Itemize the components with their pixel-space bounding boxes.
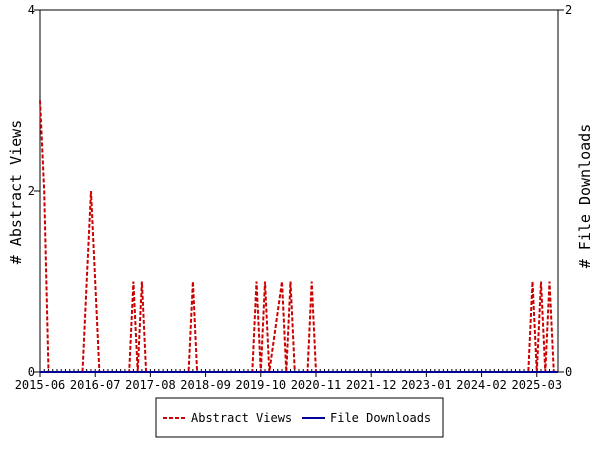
series-layer (39, 100, 558, 373)
x-tick-label: 2025-03 (511, 378, 562, 392)
legend-label-abstract-views: Abstract Views (191, 411, 292, 425)
legend: Abstract Views File Downloads (155, 397, 444, 438)
series-line-abstract-views (39, 100, 555, 373)
y-right-tick-label: 2 (565, 3, 572, 17)
y-left-tick-label: 2 (28, 184, 35, 198)
y-right-tick-label: 0 (565, 365, 572, 379)
x-tick-label: 2018-09 (180, 378, 231, 392)
y-left-tick-label: 0 (28, 365, 35, 379)
y-axis-left: 0 2 4 (28, 3, 40, 379)
x-axis: 2015-06 2016-07 2017-08 2018-09 2019-10 2020-… (15, 369, 562, 392)
x-tick-label: 2017-08 (125, 378, 176, 392)
x-tick-label: 2020-11 (291, 378, 342, 392)
y-axis-right: 02 (558, 3, 572, 379)
legend-box (155, 397, 444, 438)
plot-area (39, 9, 559, 373)
y-axis-right-title: # File Downloads (576, 124, 594, 269)
legend-label-file-downloads: File Downloads (330, 411, 431, 425)
x-tick-label: 2024-02 (456, 378, 507, 392)
x-tick-label: 2016-07 (70, 378, 121, 392)
x-tick-label: 2023-01 (401, 378, 452, 392)
x-tick-label: 2019-10 (235, 378, 286, 392)
y-left-tick-label: 4 (28, 3, 35, 17)
y-axis-left-title: # Abstract Views (7, 120, 25, 265)
x-tick-label: 2021-12 (346, 378, 397, 392)
plot-frame (39, 9, 559, 373)
x-tick-label: 2015-06 (15, 378, 66, 392)
